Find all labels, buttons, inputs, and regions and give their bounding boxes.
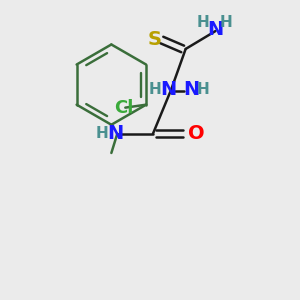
Text: Cl: Cl [114, 99, 134, 117]
Text: N: N [183, 80, 199, 100]
Text: H: H [95, 126, 108, 141]
Text: N: N [107, 124, 123, 142]
Text: O: O [188, 124, 205, 143]
Text: N: N [160, 80, 177, 100]
Text: H: H [219, 15, 232, 30]
Text: S: S [148, 30, 161, 49]
Text: N: N [207, 20, 224, 39]
Text: H: H [197, 15, 210, 30]
Text: H: H [149, 82, 162, 98]
Text: H: H [197, 82, 210, 98]
